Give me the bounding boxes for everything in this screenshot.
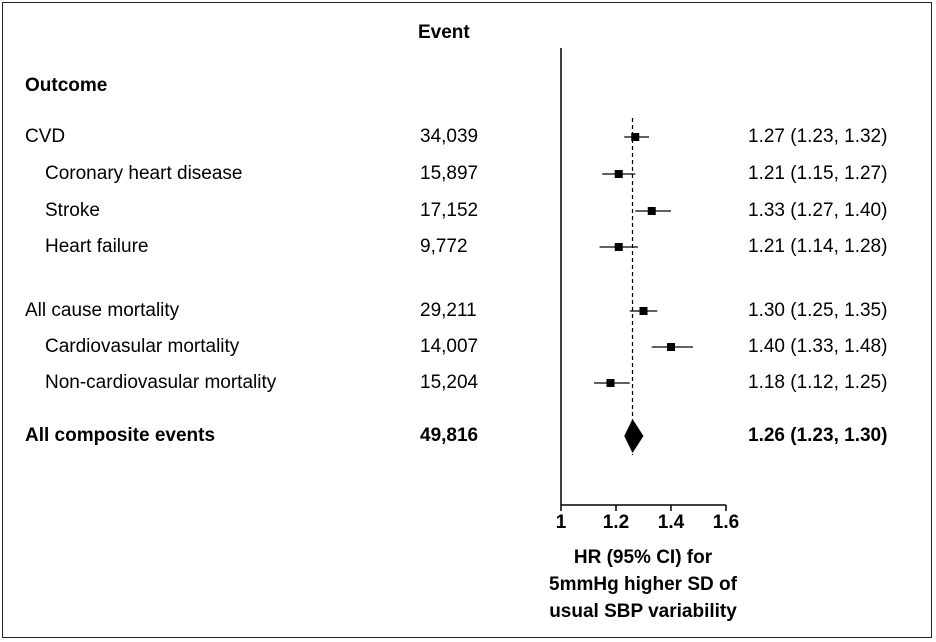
x-tick-label: 1.4 <box>658 512 685 533</box>
hr-point-marker <box>639 307 648 315</box>
hr-ci-text: 1.21 (1.15, 1.27) <box>748 163 888 184</box>
hr-ci-text: 1.21 (1.14, 1.28) <box>748 236 888 257</box>
event-count: 29,211 <box>420 300 477 321</box>
event-count: 15,897 <box>420 163 479 184</box>
hr-point-marker <box>606 379 615 387</box>
hr-point-marker <box>631 133 640 141</box>
hr-ci-text: 1.30 (1.25, 1.35) <box>748 300 888 321</box>
x-axis-label-line: usual SBP variability <box>549 601 737 622</box>
x-axis-label-line: HR (95% CI) for <box>574 547 713 568</box>
hr-ci-text: 1.33 (1.27, 1.40) <box>748 200 888 221</box>
outcome-label: All cause mortality <box>25 300 180 321</box>
event-count: 14,007 <box>420 336 479 357</box>
hr-point-marker <box>614 170 623 178</box>
outcome-label: Cardiovasular mortality <box>45 336 240 357</box>
event-count: 49,816 <box>420 425 479 446</box>
outcome-label: Non-cardiovasular mortality <box>45 372 277 393</box>
hr-ci-text: 1.18 (1.12, 1.25) <box>748 372 888 393</box>
outcome-label: Stroke <box>45 200 100 221</box>
event-column-header: Event <box>418 22 470 43</box>
hr-point-marker <box>667 343 675 351</box>
hr-ci-text: 1.40 (1.33, 1.48) <box>748 336 888 357</box>
outcome-label: Heart failure <box>45 236 149 257</box>
x-tick-label: 1 <box>556 512 567 533</box>
x-tick-label: 1.2 <box>603 512 629 533</box>
x-tick-label: 1.6 <box>713 512 739 533</box>
outcome-label: All composite events <box>25 425 216 446</box>
hr-point-marker <box>614 243 623 251</box>
event-count: 9,772 <box>420 236 468 257</box>
x-axis-label-line: 5mmHg higher SD of <box>549 574 738 595</box>
event-count: 17,152 <box>420 200 479 221</box>
outcome-label: Coronary heart disease <box>45 163 243 184</box>
event-count: 34,039 <box>420 126 479 147</box>
hr-point-marker <box>647 207 656 215</box>
hr-ci-text: 1.27 (1.23, 1.32) <box>748 126 888 147</box>
pooled-estimate-diamond <box>624 419 644 453</box>
outcome-column-header: Outcome <box>25 75 108 96</box>
event-count: 15,204 <box>420 372 479 393</box>
outcome-label: CVD <box>25 126 66 147</box>
hr-ci-text: 1.26 (1.23, 1.30) <box>748 425 888 446</box>
